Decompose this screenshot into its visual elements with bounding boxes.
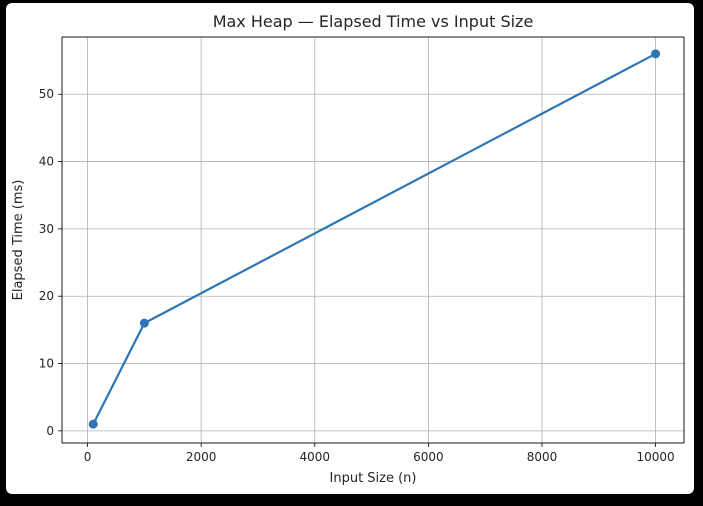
x-tick-label: 8000 (527, 450, 558, 464)
y-tick-label: 20 (39, 289, 54, 303)
y-tick-label: 50 (39, 87, 54, 101)
series-layer (88, 49, 661, 429)
series-line (92, 52, 657, 425)
data-point (139, 318, 149, 328)
grid (62, 37, 684, 443)
chart-title: Max Heap — Elapsed Time vs Input Size (213, 12, 534, 31)
x-tick-label: 10000 (637, 450, 675, 464)
y-tick-label: 40 (39, 155, 54, 169)
x-tick-label: 6000 (413, 450, 444, 464)
x-tick-label: 4000 (300, 450, 331, 464)
plot-area-frame (61, 36, 685, 444)
x-axis-label: Input Size (n) (330, 471, 417, 486)
y-tick-label: 10 (39, 357, 54, 371)
y-tick-label: 30 (39, 222, 54, 236)
chart-figure: Max Heap — Elapsed Time vs Input Size 0 2… (6, 3, 694, 494)
x-tick-label: 2000 (186, 450, 217, 464)
axis-ticks: 0 2000 4000 6000 8000 10000 0 10 20 30 40 50 (39, 87, 675, 464)
y-tick-label: 0 (46, 424, 54, 438)
data-point (88, 419, 98, 429)
x-tick-label: 0 (84, 450, 92, 464)
y-axis-label: Elapsed Time (ms) (11, 180, 26, 301)
line-chart: Max Heap — Elapsed Time vs Input Size 0 2… (11, 12, 685, 486)
data-point (651, 49, 661, 59)
